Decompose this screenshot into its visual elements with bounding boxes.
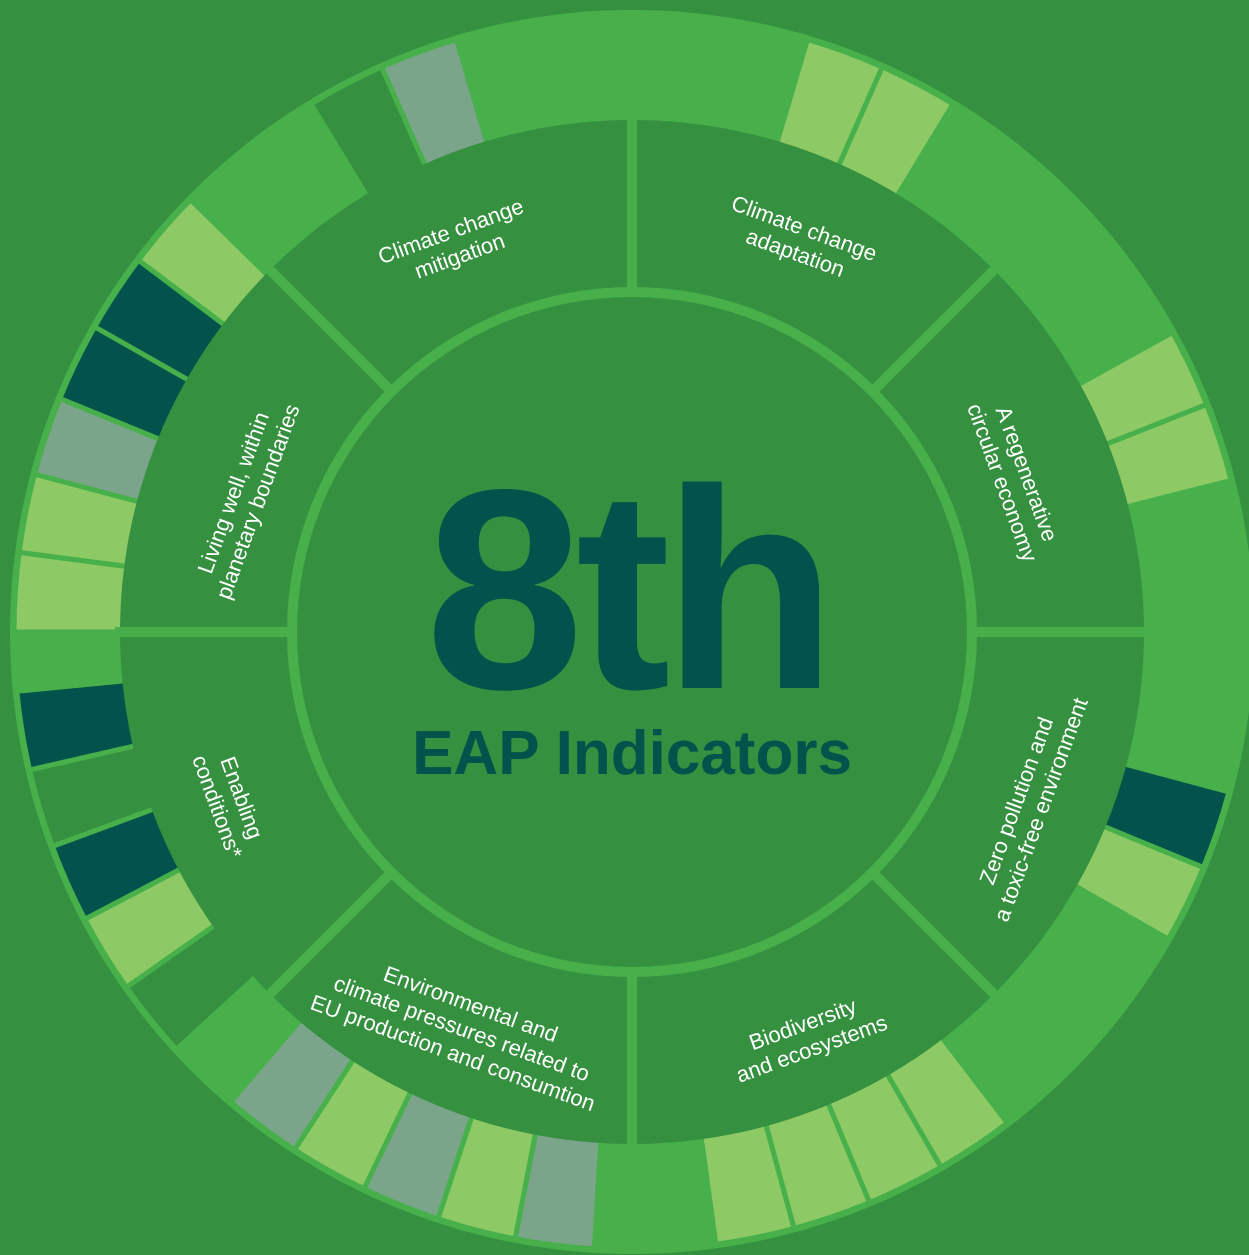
subtitle: EAP Indicators bbox=[412, 719, 852, 788]
center-disk bbox=[297, 297, 967, 967]
title: 8th bbox=[425, 431, 829, 749]
tiles bbox=[11, 36, 1235, 1252]
